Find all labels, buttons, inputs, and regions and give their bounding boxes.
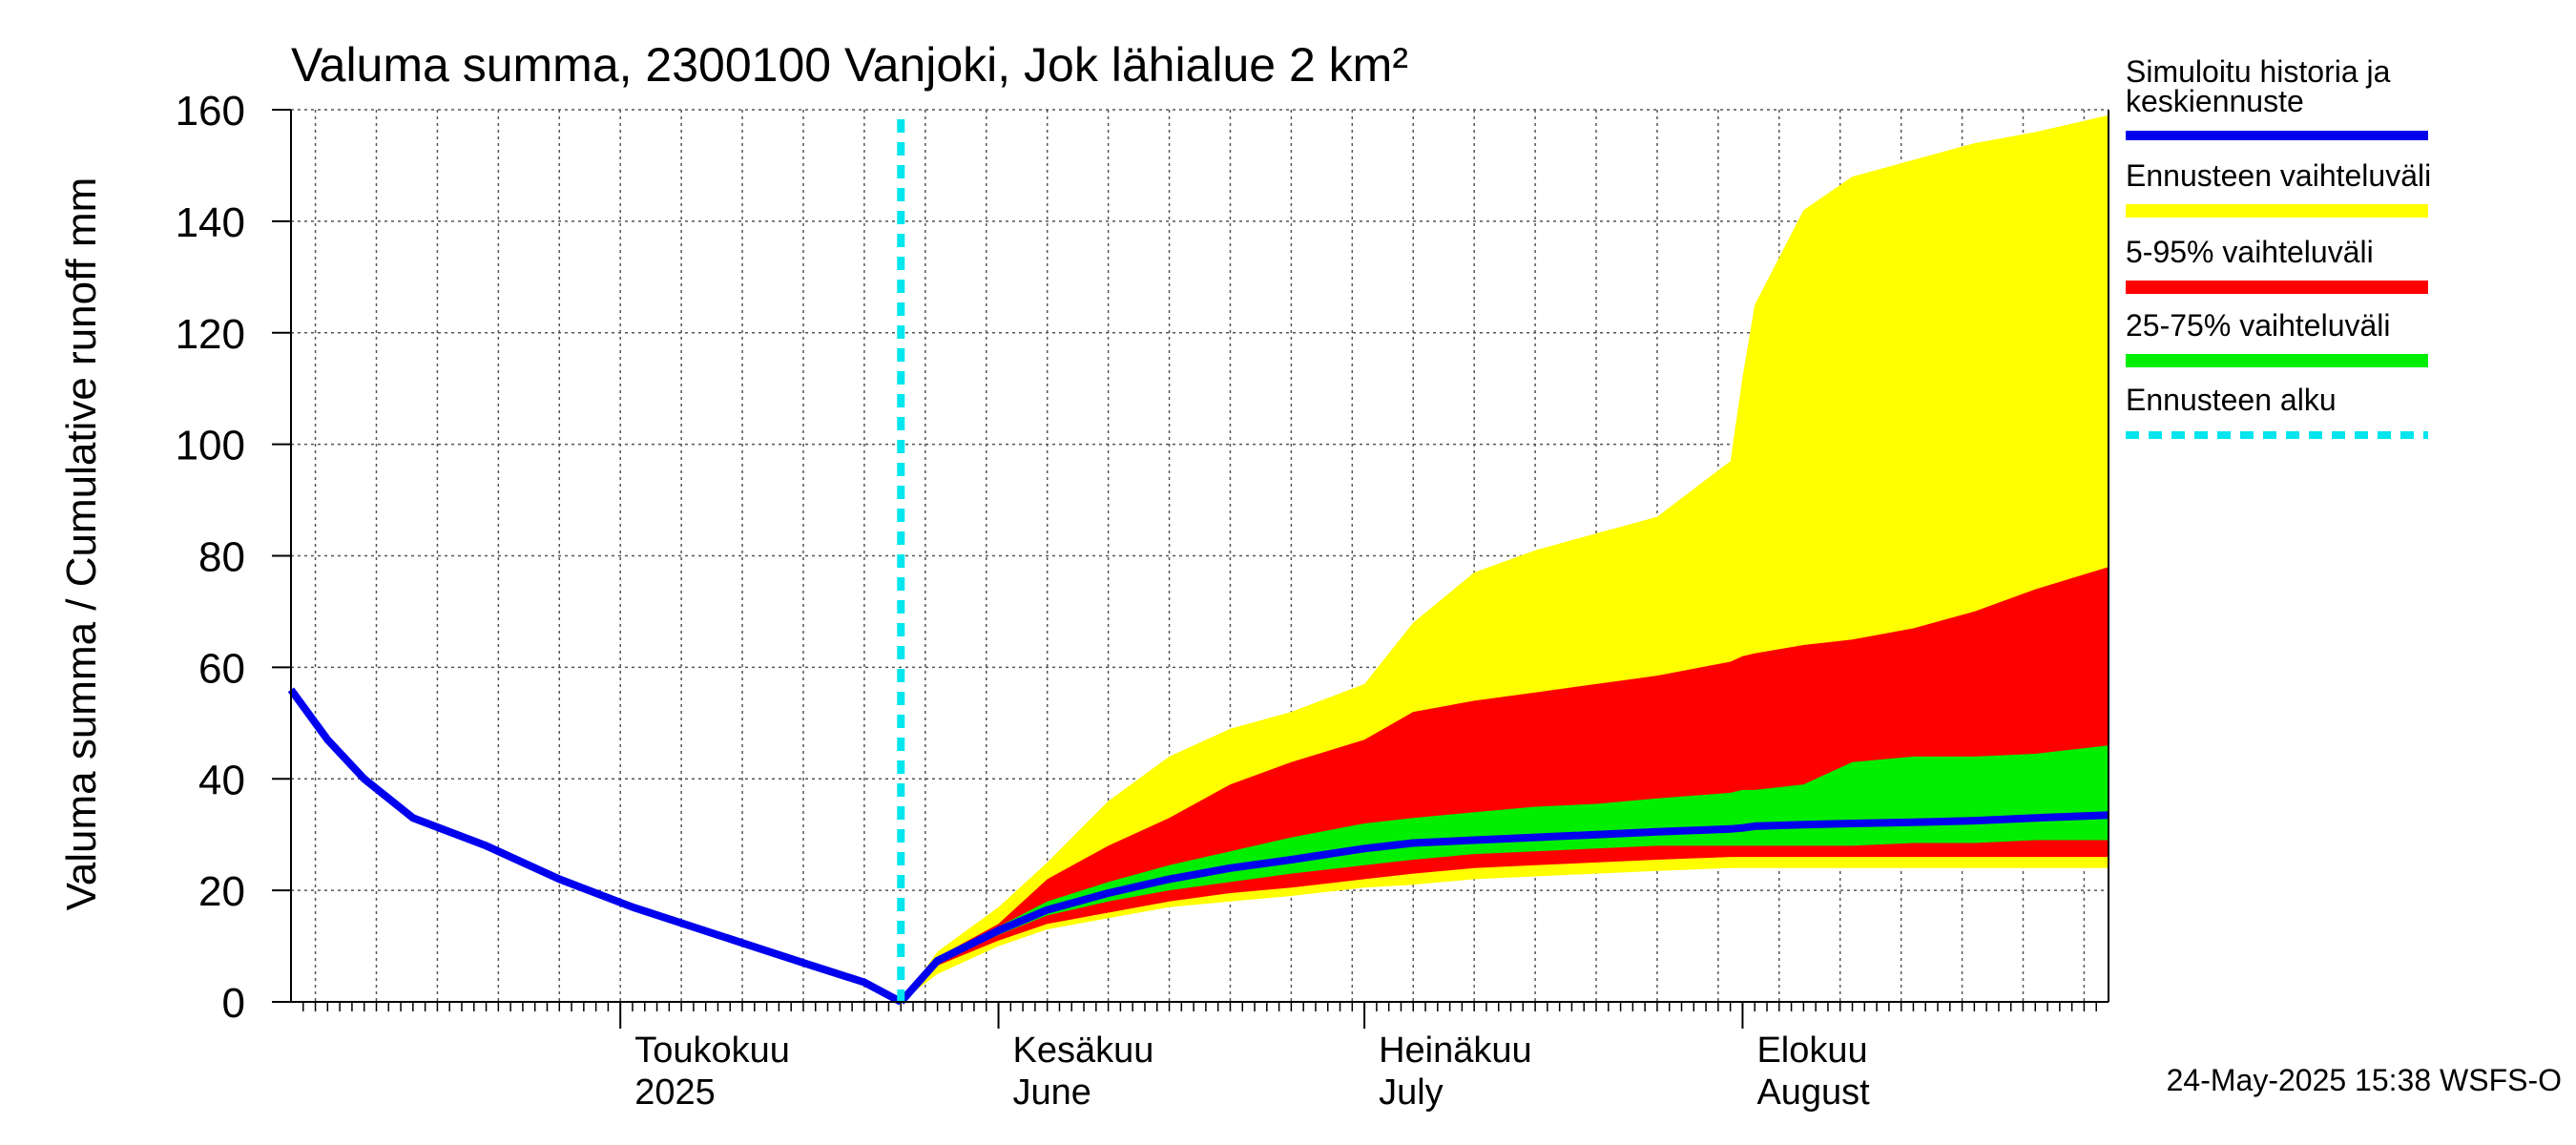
- x-tick-label: June: [1013, 1072, 1091, 1113]
- legend-label: Ennusteen alku: [2126, 383, 2337, 417]
- legend-label: 5-95% vaihteluväli: [2126, 235, 2374, 269]
- history-line: [287, 687, 904, 1006]
- y-axis-label: Valuma summa / Cumulative runoff mm: [58, 177, 105, 911]
- y-tick-label: 40: [198, 757, 245, 803]
- legend-item: Ennusteen alku: [2126, 383, 2428, 439]
- legend-label: Simuloitu historia ja: [2126, 54, 2391, 89]
- x-tick-label: 2025: [634, 1072, 716, 1113]
- x-tick-label: August: [1756, 1072, 1870, 1113]
- median-forecast-line: [898, 811, 2109, 1005]
- y-tick-label: 20: [198, 868, 245, 915]
- x-tick-label: Toukokuu: [634, 1030, 790, 1071]
- x-tick-label: July: [1379, 1072, 1444, 1113]
- band-25-75: [901, 745, 2109, 1002]
- legend-item: 25-75% vaihteluväli: [2126, 308, 2428, 367]
- legend-label: 25-75% vaihteluväli: [2126, 308, 2391, 343]
- legend-item: 5-95% vaihteluväli: [2126, 235, 2428, 294]
- legend-label: keskiennuste: [2126, 84, 2304, 118]
- y-tick-label: 160: [176, 88, 245, 135]
- x-tick-label: Heinäkuu: [1379, 1030, 1532, 1071]
- y-tick-label: 100: [176, 423, 245, 469]
- y-tick-label: 120: [176, 311, 245, 358]
- x-tick-label: Kesäkuu: [1013, 1030, 1154, 1071]
- legend-label: Ennusteen vaihteluväli: [2126, 158, 2431, 193]
- legend-item: Ennusteen vaihteluväli: [2126, 158, 2431, 218]
- band-5-95: [901, 567, 2109, 1002]
- y-tick-label: 80: [198, 534, 245, 581]
- footer-timestamp: 24-May-2025 15:38 WSFS-O: [2167, 1063, 2562, 1097]
- x-tick-label: Elokuu: [1756, 1030, 1867, 1071]
- y-tick-label: 60: [198, 645, 245, 692]
- chart-title: Valuma summa, 2300100 Vanjoki, Jok lähia…: [291, 38, 1408, 92]
- y-tick-label: 140: [176, 199, 245, 246]
- y-tick-label: 0: [222, 980, 245, 1027]
